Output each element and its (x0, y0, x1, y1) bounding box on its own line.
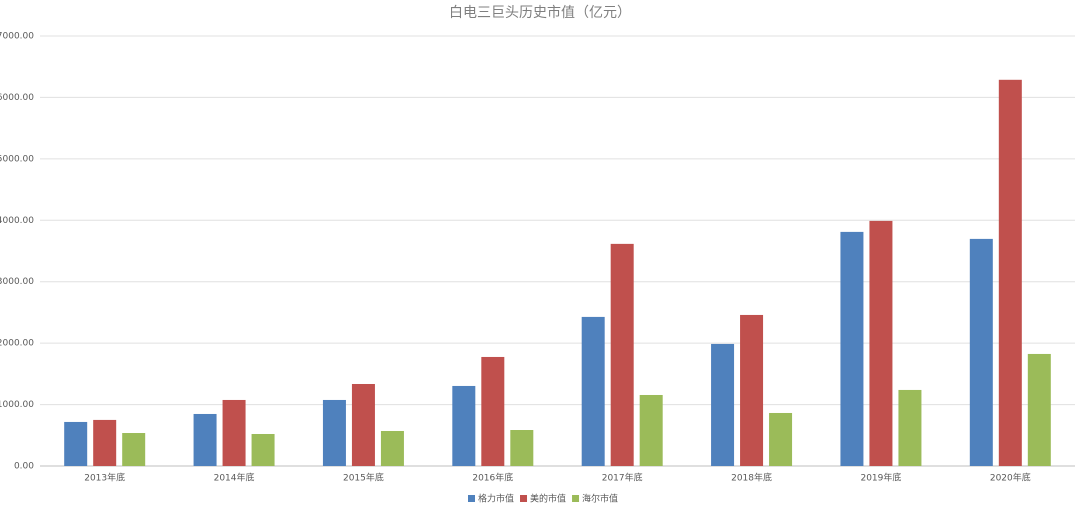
x-tick-label: 2015年底 (343, 472, 384, 484)
bar (222, 399, 246, 466)
bar (740, 314, 764, 466)
y-tick-label: 2000.00 (0, 339, 34, 349)
bar (1027, 353, 1051, 466)
legend-swatch (572, 495, 580, 502)
y-tick-label: 0.00 (14, 462, 34, 472)
bar (711, 343, 735, 466)
legend-label: 格力市值 (478, 493, 514, 505)
x-tick-label: 2019年底 (860, 472, 901, 484)
bar (251, 433, 275, 466)
y-tick-label: 4000.00 (0, 216, 34, 226)
bar (510, 430, 534, 466)
bar (64, 421, 88, 466)
x-tick-label: 2020年底 (990, 472, 1031, 484)
legend-label: 美的市值 (530, 493, 566, 505)
y-tick-label: 7000.00 (0, 32, 34, 42)
bar (898, 389, 922, 466)
x-tick-label: 2016年底 (472, 472, 513, 484)
bar (380, 430, 404, 466)
legend-label: 海尔市值 (582, 493, 618, 505)
bar (581, 316, 605, 466)
y-tick-label: 5000.00 (0, 154, 34, 164)
bar (610, 243, 634, 466)
x-tick-label: 2014年底 (214, 472, 255, 484)
bar (351, 383, 375, 466)
x-tick-label: 2013年底 (84, 472, 125, 484)
bar (122, 433, 146, 466)
chart-title: 白电三巨头历史市值（亿元） (449, 4, 631, 21)
y-tick-label: 3000.00 (0, 277, 34, 287)
y-tick-label: 6000.00 (0, 93, 34, 103)
bar (969, 238, 993, 466)
legend-swatch (520, 495, 528, 502)
bar (998, 79, 1022, 466)
bar (639, 394, 663, 466)
bar (869, 220, 893, 466)
bar (93, 419, 117, 466)
legend-swatch (468, 495, 475, 502)
x-tick-label: 2017年底 (602, 472, 643, 484)
bar (769, 412, 793, 466)
x-tick-label: 2018年底 (731, 472, 772, 484)
bar (193, 413, 217, 466)
bar (840, 231, 864, 466)
bar (322, 399, 346, 466)
y-tick-label: 1000.00 (0, 400, 34, 410)
bar (452, 385, 476, 466)
bar (481, 356, 505, 466)
